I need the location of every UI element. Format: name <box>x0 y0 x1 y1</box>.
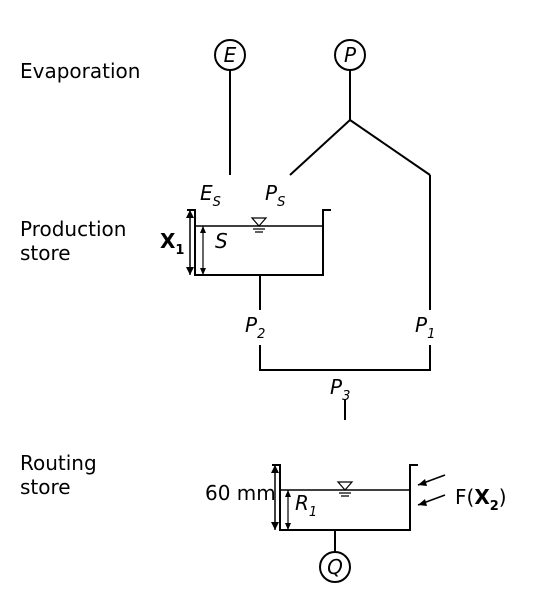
s-arrow-bot <box>200 268 206 275</box>
rout-water-icon <box>338 482 352 496</box>
s-arrow-top <box>200 226 206 233</box>
x1-label: X1 <box>160 229 184 258</box>
sixty-mm-label: 60 mm <box>205 481 276 505</box>
x1-arrow-bot <box>186 267 194 275</box>
routing-tank <box>272 465 418 530</box>
e-node-label: E <box>224 43 237 67</box>
s-label: S <box>215 229 228 253</box>
q-node-label: Q <box>327 555 343 579</box>
p3-label: P3 <box>330 375 350 404</box>
r1-arrow-bot <box>285 523 291 530</box>
sixty-arrow-top <box>271 465 279 473</box>
sixty-arrow-bot <box>271 522 279 530</box>
f-arrow-2-head <box>418 499 427 506</box>
p2-label: P2 <box>245 313 265 342</box>
p-node-label: P <box>344 43 357 67</box>
f-arrow-1-head <box>418 479 427 486</box>
routing-store-label: Routing store <box>20 451 103 499</box>
r1-label: R1 <box>295 491 317 520</box>
r1-arrow-top <box>285 490 291 497</box>
production-tank <box>187 210 331 275</box>
p-to-ps-branch <box>290 120 350 175</box>
production-store-label: Production store <box>20 217 133 265</box>
evaporation-label: Evaporation <box>20 59 140 83</box>
merge-bracket <box>260 345 430 370</box>
x1-arrow-top <box>186 210 194 218</box>
ps-label: PS <box>265 181 285 210</box>
es-label: ES <box>200 181 221 210</box>
f-x2-label: F(X2) <box>455 485 507 514</box>
prod-water-icon <box>252 218 266 232</box>
p1-label: P1 <box>415 313 435 342</box>
p-to-p1-branch <box>350 120 430 175</box>
